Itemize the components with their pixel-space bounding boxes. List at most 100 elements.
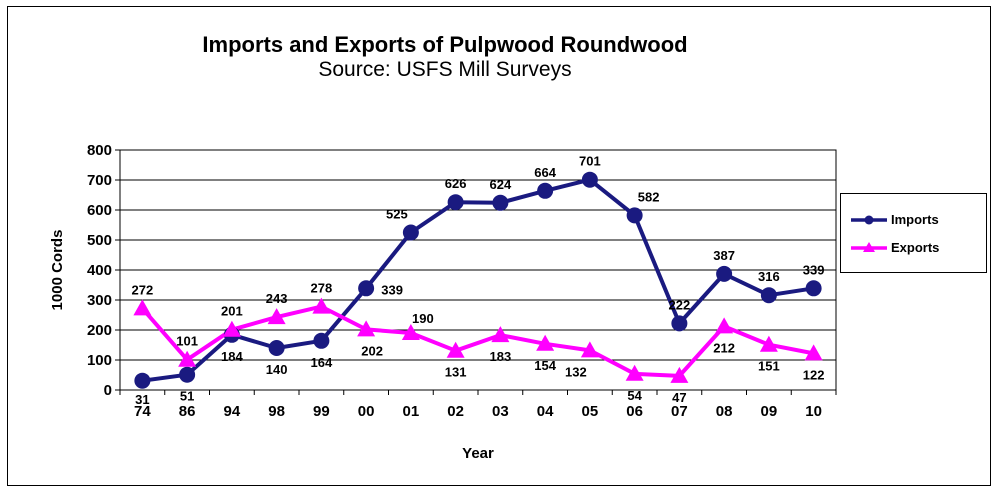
data-point-imports [626,207,643,224]
y-tick-label: 100 [87,352,112,369]
x-tick-label: 05 [582,403,599,420]
data-label-imports: 164 [311,355,333,370]
data-label-imports: 387 [713,248,735,263]
data-label-exports: 151 [758,359,780,374]
data-point-imports [671,315,688,332]
x-tick-label: 86 [179,403,196,420]
data-point-exports [133,299,152,316]
chart-title: Imports and Exports of Pulpwood Roundwoo… [202,32,688,57]
data-point-imports [447,194,464,211]
data-label-exports: 190 [412,311,434,326]
data-label-imports: 339 [803,262,825,277]
series-line-imports [142,177,814,383]
data-point-exports [670,366,689,383]
legend-label-exports: Exports [891,240,940,255]
legend-swatch-exports [851,242,887,252]
data-label-imports: 222 [669,297,691,312]
x-tick-label: 99 [313,403,330,420]
data-point-imports [179,366,196,383]
legend-label-imports: Imports [891,212,939,227]
data-point-exports [580,341,599,358]
x-tick-label: 10 [805,403,822,420]
data-label-imports: 51 [180,389,194,404]
x-tick-label: 98 [268,403,285,420]
data-label-exports: 212 [713,340,735,355]
data-point-imports [581,171,598,188]
x-tick-label: 03 [492,403,509,420]
data-point-exports [804,344,823,361]
data-point-imports [268,340,285,356]
data-label-imports: 624 [490,177,512,192]
data-label-exports: 202 [361,343,383,358]
data-label-imports: 626 [445,176,467,191]
data-label-imports: 525 [386,207,408,222]
y-tick-label: 0 [104,382,112,399]
data-label-imports: 140 [266,362,288,377]
data-point-exports [759,335,778,352]
data-point-imports [760,287,777,304]
data-label-exports: 131 [445,365,467,380]
data-label-imports: 31 [135,392,149,407]
data-point-exports [178,350,197,367]
y-tick-label: 700 [87,172,112,189]
chart-subtitle: Source: USFS Mill Surveys [318,58,572,81]
data-label-imports: 701 [579,154,601,169]
legend-item-imports: Imports [849,210,984,230]
data-point-exports [491,326,510,343]
data-point-exports [625,364,644,381]
y-tick-label: 200 [87,322,112,339]
y-tick-label: 300 [87,292,112,309]
data-label-imports: 316 [758,269,780,284]
data-point-imports [716,265,733,282]
data-point-exports [357,320,376,337]
data-point-imports [313,332,330,349]
y-tick-label: 600 [87,202,112,219]
chart-frame [7,6,991,486]
y-tick-label: 500 [87,232,112,249]
data-label-exports: 132 [565,364,587,379]
x-tick-label: 01 [403,403,420,420]
data-label-imports: 184 [221,349,243,364]
data-label-exports: 183 [490,349,512,364]
legend: Imports Exports [840,193,987,273]
legend-swatch-imports [851,215,887,225]
x-tick-label: 74 [134,403,151,420]
data-point-exports [536,334,555,351]
x-tick-label: 09 [761,403,778,420]
x-tick-label: 07 [671,403,688,420]
data-label-exports: 201 [221,304,243,319]
x-tick-label: 06 [626,403,643,420]
x-tick-label: 08 [716,403,733,420]
data-point-exports [267,308,286,325]
data-point-exports [222,320,241,337]
x-tick-label: 94 [224,403,241,420]
x-tick-label: 04 [537,403,554,420]
data-point-imports [537,182,554,199]
data-point-exports [446,341,465,358]
x-axis-title: Year [462,445,494,462]
data-point-imports [805,280,822,297]
y-axis-title: 1000 Cords [49,230,66,311]
data-point-imports [134,372,151,389]
data-point-imports [358,280,375,297]
data-label-exports: 278 [311,281,333,296]
data-point-imports [402,224,419,241]
data-point-exports [401,324,420,340]
data-label-imports: 582 [638,189,660,204]
x-tick-label: 00 [358,403,375,420]
x-tick-label: 02 [447,403,464,420]
y-tick-label: 800 [87,142,112,159]
data-label-exports: 154 [534,358,556,373]
data-label-exports: 122 [803,367,825,382]
data-point-imports [492,194,509,211]
data-label-exports: 101 [176,334,198,349]
data-label-exports: 47 [672,390,686,405]
legend-item-exports: Exports [849,238,984,258]
data-label-exports: 272 [132,282,154,297]
y-tick-label: 400 [87,262,112,279]
data-label-exports: 243 [266,291,288,306]
data-point-exports [312,297,331,314]
data-label-exports: 54 [627,388,642,403]
data-label-imports: 664 [534,165,556,180]
